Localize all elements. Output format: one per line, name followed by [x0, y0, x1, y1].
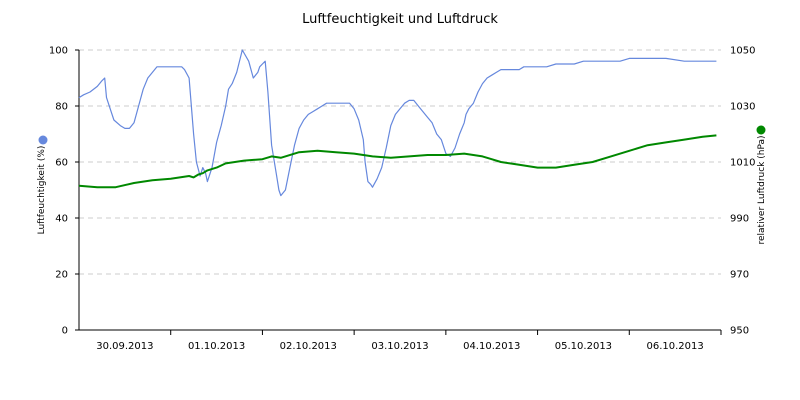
- x-tick-label: 03.10.2013: [371, 341, 428, 352]
- legend-marker-humidity[interactable]: [38, 135, 48, 145]
- left-tick-label: 60: [55, 158, 68, 169]
- right-tick-label: 1010: [730, 158, 755, 169]
- right-tick-label: 970: [730, 270, 749, 281]
- axes: [78, 50, 721, 331]
- right-tick-label: 1050: [730, 46, 755, 57]
- x-tick-label: 04.10.2013: [463, 341, 520, 352]
- left-axis-ticks: 0 20 40 60 80 100: [49, 46, 79, 337]
- series-line-luftdruck: [78, 134, 717, 189]
- right-tick-label: 950: [730, 326, 749, 337]
- left-tick-label: 0: [62, 326, 68, 337]
- series-line-luftfeuchtigkeit: [78, 49, 717, 197]
- series: [78, 49, 717, 197]
- right-axis-ticks: 950 970 990 1010 1030 1050: [730, 46, 755, 337]
- x-tick-label: 06.10.2013: [647, 341, 704, 352]
- left-tick-label: 100: [49, 46, 68, 57]
- right-tick-label: 990: [730, 214, 749, 225]
- left-tick-label: 80: [55, 102, 68, 113]
- x-tick-label: 30.09.2013: [96, 341, 153, 352]
- grid: [79, 49, 721, 275]
- chart-title: Luftfeuchtigkeit und Luftdruck: [302, 12, 498, 27]
- left-tick-label: 20: [55, 270, 68, 281]
- right-tick-label: 1030: [730, 102, 755, 113]
- x-tick-label: 01.10.2013: [188, 341, 245, 352]
- right-axis-title: relativer Luftdruck (hPa): [757, 135, 767, 244]
- legend-marker-pressure[interactable]: [756, 125, 766, 135]
- x-tick-label: 02.10.2013: [280, 341, 337, 352]
- x-tick-label: 05.10.2013: [555, 341, 612, 352]
- left-axis-title: Luftfeuchtigkeit (%): [37, 146, 47, 235]
- x-axis-ticks: 30.09.2013 01.10.2013 02.10.2013 03.10.2013…: [96, 330, 722, 352]
- left-tick-label: 40: [55, 214, 68, 225]
